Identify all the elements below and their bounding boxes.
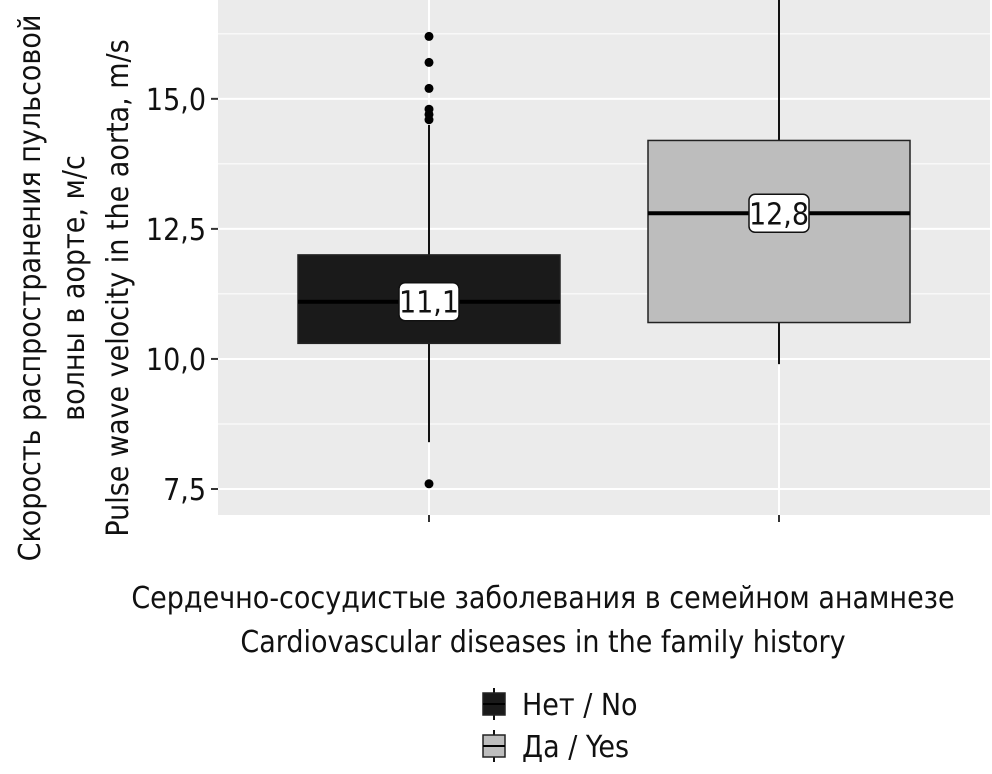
outlier-point — [424, 57, 434, 67]
legend-item-1: Да / Yes — [482, 730, 629, 765]
outlier-point — [424, 31, 434, 41]
x-axis — [428, 515, 780, 522]
outlier-point — [424, 479, 434, 489]
outlier-point — [424, 83, 434, 93]
median-label: 12,8 — [748, 193, 810, 234]
median-label-box — [748, 193, 810, 234]
legend: Нет / No Да / Yes — [482, 688, 638, 765]
outlier-point — [424, 104, 434, 114]
legend-label: Да / Yes — [522, 730, 629, 765]
legend-item-0: Нет / No — [482, 688, 638, 723]
y-axis-title-line-3: Pulse wave velocity in the aorta, m/s — [101, 39, 136, 536]
y-tick-label: 12,5 — [146, 213, 206, 248]
median-label-text: 11,1 — [399, 286, 459, 321]
x-axis-title-line-1: Сердечно-сосудистые заболевания в семейн… — [131, 581, 954, 616]
box-0: 11,1 — [297, 31, 561, 489]
box-1: 12,8 — [647, 0, 911, 365]
boxes: 11,1 12,8 — [297, 0, 911, 489]
y-tick-label: 10,0 — [146, 343, 206, 378]
median-label-box — [398, 281, 460, 322]
median-label: 11,1 — [398, 281, 460, 322]
y-axis-title-line-2: волны в аорте, м/с — [57, 155, 92, 421]
x-axis-title-line-2: Cardiovascular diseases in the family hi… — [240, 625, 845, 660]
y-axis: 7,5 10,0 12,5 15,0 — [146, 83, 218, 508]
y-axis-title: Скорость распространения пульсовой волны… — [13, 15, 136, 562]
y-tick-label: 15,0 — [146, 83, 206, 118]
y-axis-title-line-1: Скорость распространения пульсовой — [13, 15, 48, 562]
median-label-text: 12,8 — [749, 197, 809, 232]
legend-label: Нет / No — [522, 688, 638, 723]
y-tick-label: 7,5 — [163, 473, 206, 508]
